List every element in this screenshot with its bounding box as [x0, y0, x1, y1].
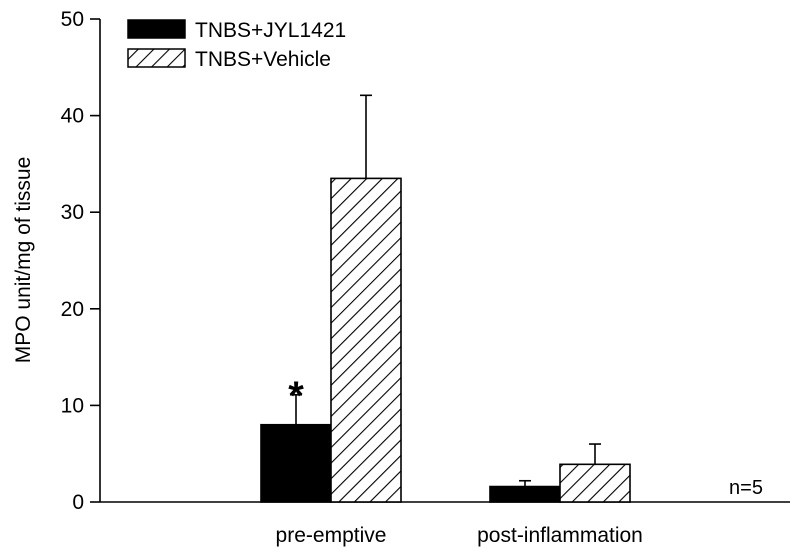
y-tick-label: 30 — [61, 201, 84, 224]
category-labels: pre-emptive post-inflammation — [276, 524, 643, 547]
legend-swatch-tnbs-vehicle — [127, 48, 186, 68]
y-tick-label: 10 — [61, 394, 84, 417]
legend-label-tnbs-vehicle: TNBS+Vehicle — [195, 48, 331, 71]
error-bars — [290, 94, 601, 487]
bars — [260, 177, 631, 503]
y-ticks: 0 10 20 30 40 50 — [61, 8, 100, 514]
legend-swatch-tnbs-jyl1421 — [127, 19, 186, 39]
bar-jyl1421-pre-emptive — [260, 423, 332, 503]
bar-vehicle-post-inflammation — [559, 463, 631, 503]
y-axis-title: MPO unit/mg of tissue — [12, 157, 35, 364]
legend: TNBS+JYL1421 TNBS+Vehicle — [127, 19, 346, 71]
category-label: pre-emptive — [276, 524, 387, 547]
y-tick-label: 20 — [61, 298, 84, 321]
bar-jyl1421-post-inflammation — [489, 485, 561, 503]
axes — [99, 19, 790, 503]
y-tick-label: 50 — [61, 8, 84, 31]
bar-vehicle-pre-emptive — [330, 177, 402, 503]
y-tick-label: 40 — [61, 105, 84, 128]
significance-star: * — [288, 374, 304, 418]
sample-size-note: n=5 — [729, 477, 763, 499]
y-tick-label: 0 — [72, 491, 84, 514]
category-label: post-inflammation — [477, 524, 643, 547]
legend-label-tnbs-jyl1421: TNBS+JYL1421 — [195, 19, 346, 42]
